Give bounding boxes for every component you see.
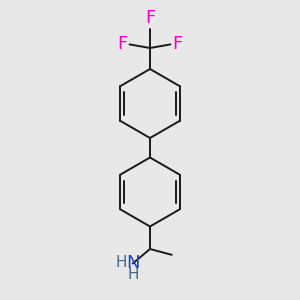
Text: N: N xyxy=(126,254,140,272)
Text: F: F xyxy=(145,9,155,27)
Text: H: H xyxy=(128,267,139,282)
Text: H: H xyxy=(116,255,127,270)
Text: F: F xyxy=(172,35,182,53)
Text: F: F xyxy=(118,35,128,53)
